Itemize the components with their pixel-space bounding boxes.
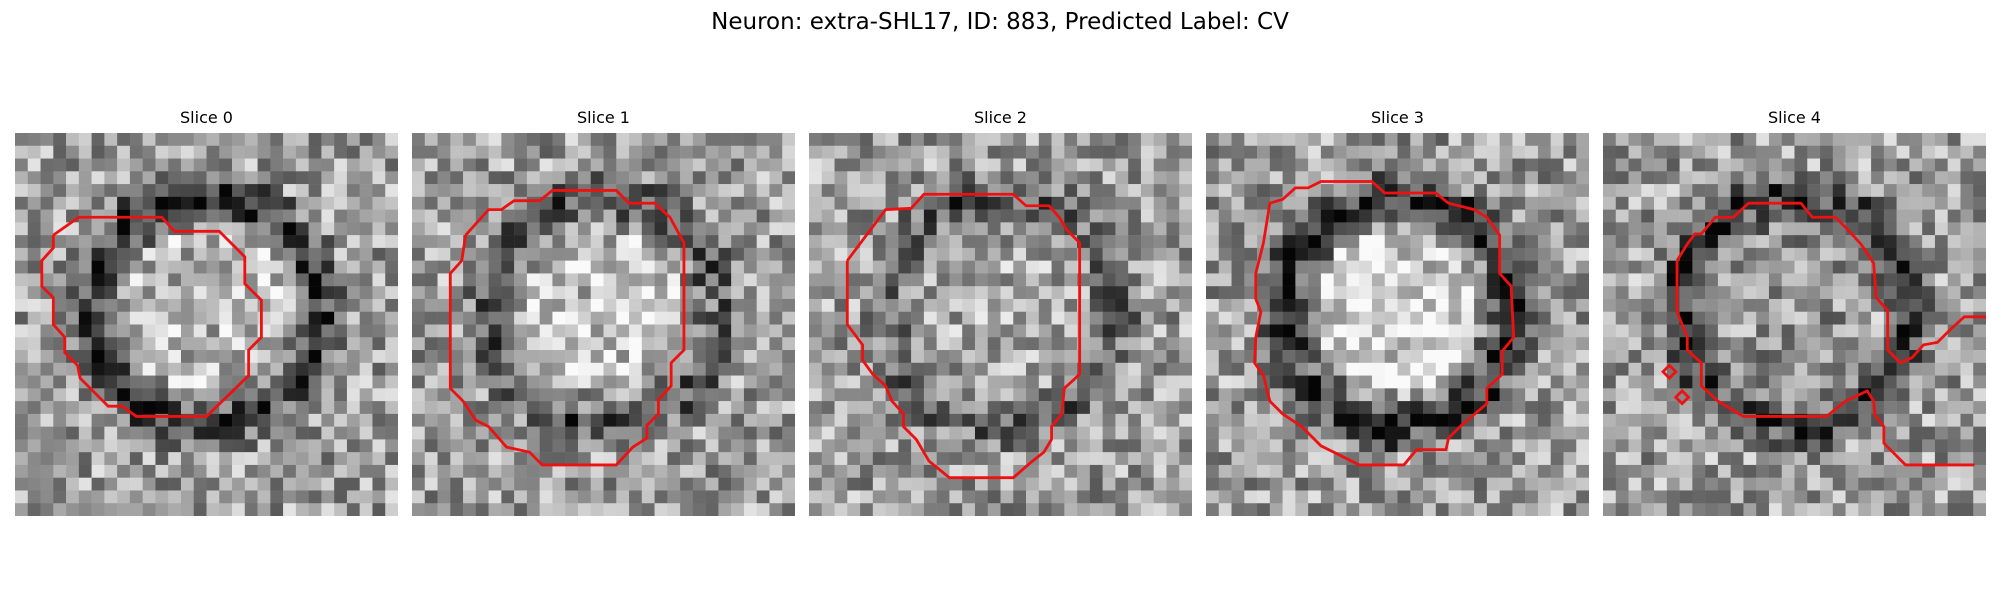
- figure-title: Neuron: extra-SHL17, ID: 883, Predicted …: [711, 9, 1289, 35]
- slice-image-4: [1603, 133, 1986, 516]
- slice-image-3: [1206, 133, 1589, 516]
- segmentation-contour: [448, 189, 686, 467]
- contour-artifact: [1673, 388, 1691, 406]
- slice-image-1: [412, 133, 795, 516]
- segmentation-contour: [40, 215, 263, 418]
- segmentation-contour: [845, 192, 1082, 480]
- slice-title: Slice 1: [577, 108, 630, 127]
- segmentation-contour: [1675, 201, 1986, 365]
- slice-image-0: [15, 133, 398, 516]
- slice-title: Slice 2: [974, 108, 1027, 127]
- slice-title: Slice 3: [1371, 108, 1424, 127]
- slice-image-2: [809, 133, 1192, 516]
- slice-panel-0: Slice 0: [15, 107, 398, 516]
- segmentation-contour: [1253, 180, 1516, 467]
- slice-title: Slice 0: [180, 108, 233, 127]
- slice-panel-1: Slice 1: [412, 107, 795, 516]
- contour-artifact: [1661, 363, 1678, 381]
- slice-panel-2: Slice 2: [809, 107, 1192, 516]
- slice-panel-3: Slice 3: [1206, 107, 1589, 516]
- slice-panel-4: Slice 4: [1603, 107, 1986, 516]
- segmentation-contour-tail: [1675, 260, 1975, 467]
- slice-title: Slice 4: [1768, 108, 1821, 127]
